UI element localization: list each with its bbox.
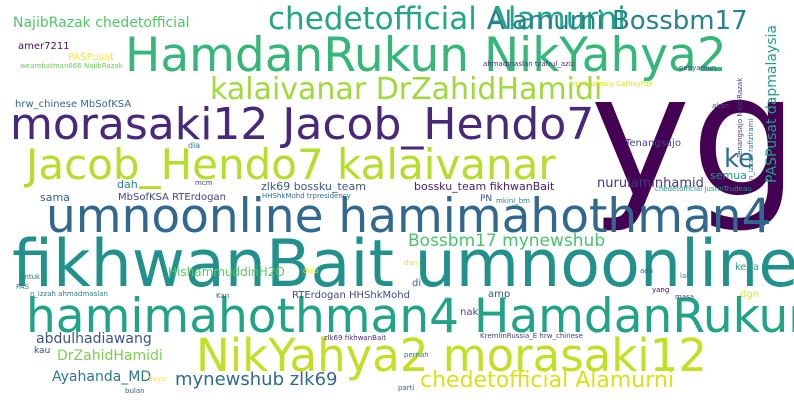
word: bossku_team fikhwanBait [414, 180, 555, 193]
word: nurulaminhamid [597, 176, 704, 191]
word: Alamurni Bossbm17 [487, 6, 748, 36]
word: dan [404, 259, 418, 267]
word: zlk69 fikhwanBait [324, 334, 386, 342]
word: KremlinRussia_E hrw_chinese [480, 332, 583, 340]
word: sama [40, 191, 70, 204]
word: di [412, 278, 422, 289]
word: semua [710, 169, 747, 182]
word: HamdanRukun NikYahya2 [125, 28, 727, 83]
word: ada [640, 267, 654, 275]
word: mynewshub zlk69 [175, 369, 338, 390]
word: yg [590, 38, 794, 236]
word: dgn [740, 289, 760, 300]
word: parti [398, 384, 415, 392]
word: dia [188, 141, 201, 150]
word: NajibRazak chedetofficial [13, 15, 190, 31]
word: penyamun [679, 64, 717, 72]
word: nak [460, 307, 479, 318]
word: mkini_bm [496, 197, 530, 205]
word: PAS [16, 283, 30, 291]
word: NikYahya2 morasaki12 [196, 329, 708, 382]
word: hamimahothman4 HamdanRukun [26, 289, 794, 344]
word: kau [34, 346, 51, 356]
word: Kan [216, 292, 230, 300]
word: hrw_chinese MbSofKSA [15, 99, 132, 110]
word: HHShkMohd trpresidency [262, 192, 351, 200]
word: masa [675, 293, 695, 301]
word: akan [712, 102, 729, 110]
word: morasaki12 Jacob_Hendo7 [10, 99, 595, 150]
word: wearebatman666 NajibRazak [20, 62, 123, 70]
word: Saya [148, 375, 166, 383]
word: HishammuddinH2O [168, 265, 285, 279]
word: umnoonline hamimahothman4 [46, 189, 772, 244]
word: chedetofficial JustinTrudeau [655, 185, 752, 193]
word: lah [680, 272, 691, 280]
word: dah [117, 178, 138, 191]
word: Ayahanda_MD [52, 369, 152, 385]
word: kalaivanar DrZahidHamidi [210, 72, 603, 107]
word: ke [724, 144, 755, 174]
word: n_izzah rafizirami [747, 118, 755, 180]
word: Tenangsajo [625, 138, 681, 149]
word: chedetofficial Alamurni [268, 1, 626, 37]
word: Bossbm17 mynewshub [408, 231, 606, 251]
word: PASPusat dapmalaysia [764, 25, 780, 183]
word: mcm [195, 179, 213, 187]
word: MbSofKSA RTErdogan [118, 192, 226, 203]
word: dulu [303, 267, 319, 275]
word: RTErdogan HHShkMohd [292, 290, 410, 301]
word: abdulhadiawang [36, 331, 152, 347]
word: DrZahidHamidi [57, 348, 163, 364]
word: fikhwanBait umnoonline [12, 227, 794, 302]
word: chedetofficial Alamurni [420, 368, 674, 393]
word: untuk [20, 273, 41, 281]
word: pernah [404, 351, 429, 359]
word: n_izzah ahmadmaslan [30, 290, 108, 298]
word: yang [652, 286, 670, 294]
word: Tenangsajo NajibRazak [736, 77, 744, 158]
word: PASPusat [68, 52, 115, 63]
word: zlk69 bossku_team [261, 180, 366, 193]
word: PN [480, 194, 493, 204]
word: kena [735, 262, 760, 273]
word: amer7211 [18, 41, 70, 52]
word: ahmadmaslan tzafrul_aziz [483, 60, 575, 68]
word: amp [488, 289, 511, 300]
word: trpresidency CathayPak [570, 80, 654, 88]
word: Jacob_Hendo7 kalaivanar [26, 140, 556, 189]
word: bulan [125, 387, 145, 395]
